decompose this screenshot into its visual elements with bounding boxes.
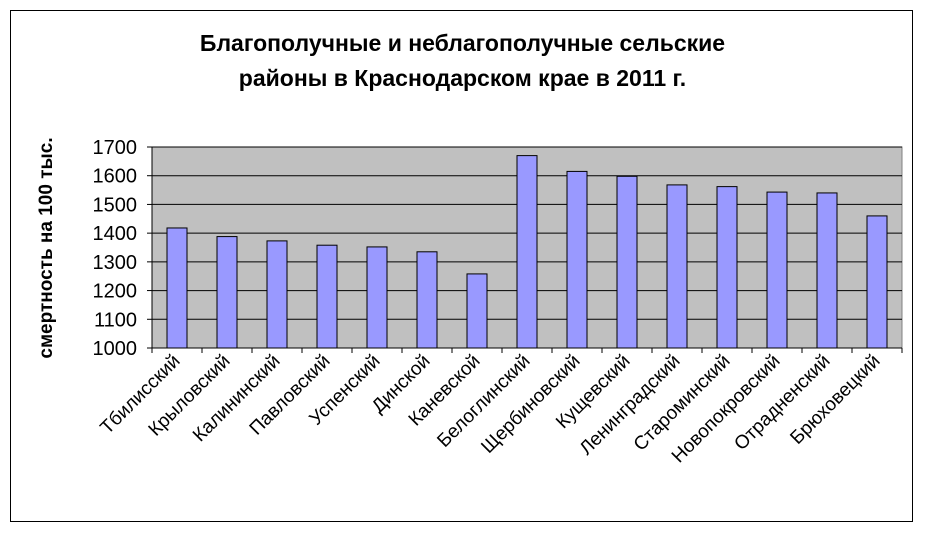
y-tick-label: 1500 — [93, 194, 138, 216]
bar — [866, 215, 888, 349]
bar — [366, 246, 388, 349]
chart-title-line-1: Благополучные и неблагополучные сельские — [199, 30, 726, 56]
bar — [516, 155, 538, 349]
bar — [716, 186, 738, 349]
bar — [616, 175, 638, 349]
y-tick-label: 1100 — [94, 309, 137, 331]
bar — [216, 236, 238, 349]
bar — [466, 273, 488, 349]
bar — [666, 184, 688, 349]
x-tick-label: Калининский — [189, 351, 284, 446]
bar — [816, 192, 838, 349]
y-tick-label: 1600 — [93, 166, 138, 188]
chart-title-line-2: районы в Краснодарском крае в 2011 г. — [238, 65, 687, 91]
y-tick-label: 1700 — [93, 137, 138, 159]
bar — [416, 251, 438, 349]
y-axis-label: смертность на 100 тыс. — [36, 137, 57, 358]
y-tick-label: 1200 — [93, 281, 138, 303]
y-tick-label: 1300 — [93, 252, 138, 274]
bar — [266, 240, 288, 349]
y-tick-label: 1400 — [93, 223, 138, 245]
bar — [316, 244, 338, 349]
bar — [166, 227, 188, 349]
y-tick-label: 1000 — [93, 338, 138, 360]
x-tick-label: Брюховецкий — [786, 351, 884, 449]
bar — [766, 191, 788, 349]
bar — [566, 170, 588, 349]
